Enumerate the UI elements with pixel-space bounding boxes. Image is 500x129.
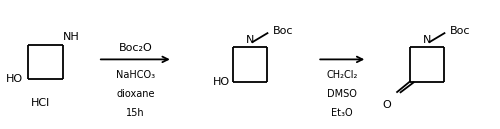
Text: HO: HO <box>6 74 23 84</box>
Text: DMSO: DMSO <box>328 89 357 99</box>
Text: N: N <box>423 35 431 45</box>
Text: NaHCO₃: NaHCO₃ <box>116 70 155 80</box>
Text: Boc: Boc <box>450 26 470 36</box>
Text: NH: NH <box>63 32 80 42</box>
Text: HCl: HCl <box>31 98 50 108</box>
Text: CH₂Cl₂: CH₂Cl₂ <box>326 70 358 80</box>
Text: Boc: Boc <box>272 26 293 36</box>
Text: 15h: 15h <box>126 108 144 118</box>
Text: Boc₂O: Boc₂O <box>118 43 152 53</box>
Text: N: N <box>246 35 254 45</box>
Text: dioxane: dioxane <box>116 89 154 99</box>
Text: HO: HO <box>213 77 230 87</box>
Text: Et₃O: Et₃O <box>332 108 353 118</box>
Text: O: O <box>382 100 392 110</box>
